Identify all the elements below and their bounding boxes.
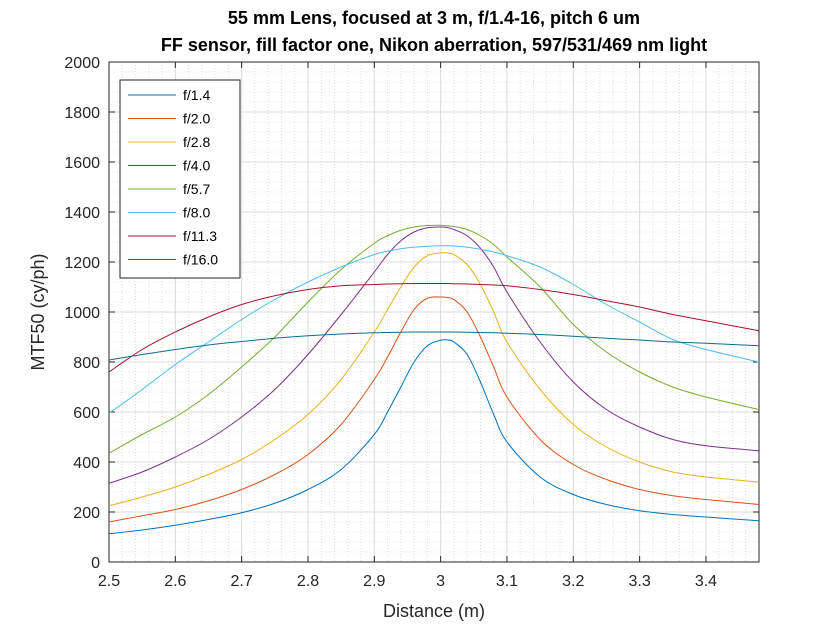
x-tick-label: 2.8: [297, 573, 319, 590]
legend-label-f-8-0: f/8.0: [183, 205, 210, 221]
y-tick-label: 1400: [64, 205, 100, 222]
y-tick-label: 1600: [64, 155, 100, 172]
y-tick-label: 800: [73, 355, 100, 372]
x-tick-label: 3.2: [562, 573, 584, 590]
y-tick-label: 2000: [64, 55, 100, 72]
x-tick-label: 2.5: [98, 573, 120, 590]
y-tick-label: 200: [73, 505, 100, 522]
x-tick-label: 3.4: [695, 573, 717, 590]
legend-label-f-5-7: f/5.7: [183, 181, 210, 197]
x-tick-label: 2.7: [231, 573, 253, 590]
y-tick-label: 1200: [64, 255, 100, 272]
x-tick-label: 2.9: [363, 573, 385, 590]
x-tick-label: 3: [436, 573, 445, 590]
y-tick-label: 400: [73, 455, 100, 472]
series-line-f-16-0: [108, 331, 760, 361]
y-tick-label: 0: [91, 555, 100, 572]
x-tick-label: 2.6: [164, 573, 186, 590]
series-line-f-5-7: [108, 224, 760, 454]
legend-label-f-1-4: f/1.4: [183, 87, 210, 103]
y-axis-label: MTF50 (cy/ph): [28, 253, 48, 370]
legend-label-f-2-0: f/2.0: [183, 111, 210, 127]
x-tick-label: 3.1: [496, 573, 518, 590]
series-line-f-2-0: [108, 296, 760, 523]
chart-title: 55 mm Lens, focused at 3 m, f/1.4-16, pi…: [228, 8, 640, 28]
series-line-f-11-3: [108, 282, 760, 373]
legend-label-f-4-0: f/4.0: [183, 158, 210, 174]
x-tick-label: 3.3: [628, 573, 650, 590]
chart-subtitle: FF sensor, fill factor one, Nikon aberra…: [161, 35, 707, 55]
series-line-f-1-4: [108, 339, 760, 535]
series-line-f-2-8: [108, 252, 760, 507]
series-line-f-4-0: [108, 226, 760, 484]
y-tick-label: 600: [73, 405, 100, 422]
legend-label-f-2-8: f/2.8: [183, 134, 210, 150]
x-axis-label: Distance (m): [383, 601, 485, 621]
legend-box: [119, 79, 241, 279]
y-tick-label: 1800: [64, 105, 100, 122]
legend-label-f-16-0: f/16.0: [183, 252, 218, 268]
y-tick-label: 1000: [64, 305, 100, 322]
legend-label-f-11-3: f/11.3: [183, 228, 217, 244]
